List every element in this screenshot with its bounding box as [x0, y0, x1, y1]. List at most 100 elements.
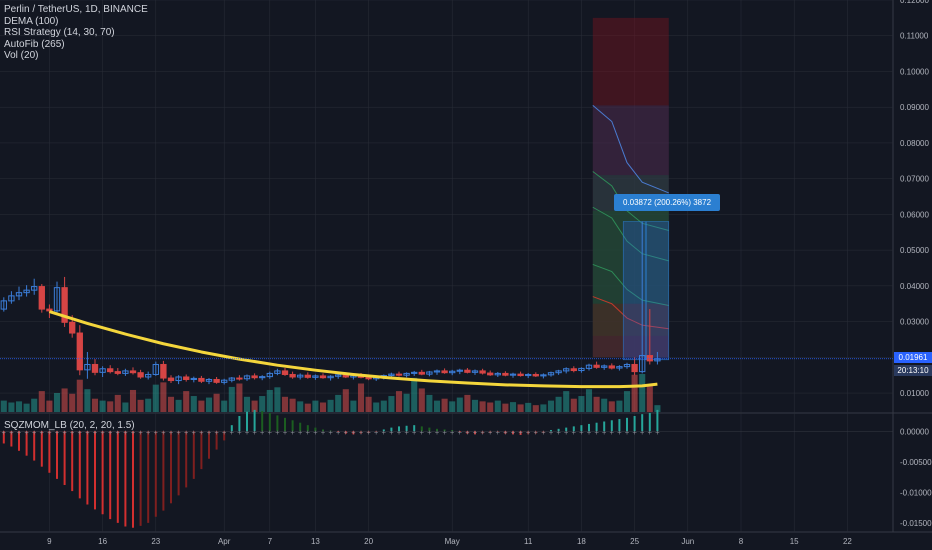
squeeze-dot: + [647, 429, 652, 436]
candle-body [464, 369, 471, 373]
volume-bar [525, 402, 532, 412]
x-tick-label: 15 [790, 537, 799, 546]
indicator-dema[interactable]: DEMA (100) [4, 15, 59, 27]
squeeze-dot: + [146, 429, 151, 436]
volume-bar [471, 399, 479, 412]
squeeze-dot: + [282, 429, 287, 436]
volume-bar [23, 403, 30, 412]
candle-body [137, 372, 144, 378]
candle-body [585, 364, 593, 369]
squeeze-dot: + [92, 429, 97, 436]
y-tick-label: 0.01000 [900, 389, 929, 398]
squeeze-dot: + [389, 429, 394, 436]
dema-curve [48, 310, 658, 389]
squeeze-dot: + [624, 429, 629, 436]
y-tick-label: 0.05000 [900, 246, 929, 255]
candle-body [654, 358, 661, 362]
volume-bar [46, 400, 53, 412]
candle-body [31, 286, 38, 291]
volume-bar [107, 401, 114, 412]
candle-body [646, 355, 653, 362]
volume-bar [570, 398, 577, 412]
squeeze-dot: + [191, 429, 196, 436]
dema-line [48, 310, 658, 389]
volume-bar [122, 402, 129, 412]
candle-body [547, 372, 555, 376]
volume-bar [487, 402, 494, 412]
candle-body [335, 374, 342, 377]
y-tick-label: 0.11000 [900, 32, 929, 41]
y-tick-label: 0.03000 [900, 318, 929, 327]
volume-bar [259, 396, 266, 412]
candle-body [403, 372, 410, 376]
candle-body [236, 377, 243, 380]
y-tick-label: 0.08000 [900, 139, 929, 148]
y-tick-label: 0.10000 [900, 67, 929, 76]
oscillator-legend[interactable]: SQZMOM_LB (20, 2, 20, 1.5) [4, 420, 135, 431]
volume-bar [373, 402, 380, 412]
squeeze-dot: + [374, 429, 379, 436]
candle-body [91, 363, 99, 373]
squeeze-dot: + [9, 429, 14, 436]
volume-bar [0, 400, 7, 412]
volume-bar [479, 401, 486, 412]
squeeze-dot: + [298, 429, 303, 436]
candle-body [563, 368, 570, 372]
candle-body [471, 370, 479, 373]
symbol-title[interactable]: Perlin / TetherUS, 1D, BINANCE [4, 4, 148, 15]
squeeze-dot: + [541, 429, 546, 436]
squeeze-dot: + [495, 429, 500, 436]
volume-bar [426, 394, 433, 412]
x-tick-label: Jun [681, 537, 694, 546]
squeeze-dot: + [153, 429, 158, 436]
candle-body [251, 375, 258, 379]
volume-bar [578, 396, 585, 412]
volume-bar [494, 400, 501, 412]
x-tick-label: 23 [151, 537, 160, 546]
indicator-rsi[interactable]: RSI Strategy (14, 30, 70) [4, 27, 115, 39]
squeeze-dot: + [206, 429, 211, 436]
candle-body [205, 378, 213, 382]
squeeze-momentum-histogram: + + + + + + + + + + + + + + + + + + + + + + + + + + + + + + + + + + + + + + + +… [0, 409, 893, 528]
candle-body [525, 373, 532, 377]
squeeze-dot: + [161, 429, 166, 436]
volume-bar [99, 400, 106, 412]
squeeze-dot: + [510, 429, 515, 436]
volume-bar [563, 391, 570, 412]
volume-bar [84, 389, 91, 412]
candle-body [532, 373, 539, 377]
fib-band [592, 105, 669, 358]
candle-body [509, 373, 517, 376]
volume-bar [213, 393, 220, 412]
candle-body [623, 363, 631, 368]
candle-body [555, 370, 562, 374]
squeeze-dot: + [237, 429, 242, 436]
osc-y-tick-label: -0.00500 [900, 458, 932, 467]
squeeze-dot: + [24, 429, 29, 436]
candle-body [175, 376, 182, 382]
squeeze-dot: + [404, 429, 409, 436]
squeeze-dot: + [77, 429, 82, 436]
indicator-autofib[interactable]: AutoFib (265) [4, 38, 65, 50]
volume-bar [532, 405, 539, 412]
candle-body [449, 370, 456, 374]
squeeze-dot: + [320, 429, 325, 436]
indicator-vol[interactable]: Vol (20) [4, 50, 39, 62]
volume-bar [137, 399, 144, 412]
squeeze-dot: + [290, 429, 295, 436]
squeeze-dot: + [556, 429, 561, 436]
volume-bar [15, 401, 23, 412]
volume-bar [274, 387, 281, 412]
x-tick-label: 16 [98, 537, 107, 546]
candle-body [297, 374, 304, 378]
squeeze-dot: + [85, 429, 90, 436]
candle-body [69, 321, 76, 334]
candle-body [129, 370, 137, 374]
volume-bar [517, 404, 524, 412]
volume-bar [441, 398, 448, 412]
volume-bar [388, 396, 395, 412]
candle-body [487, 372, 494, 376]
candle-body [160, 363, 167, 379]
candle-body [99, 368, 106, 373]
